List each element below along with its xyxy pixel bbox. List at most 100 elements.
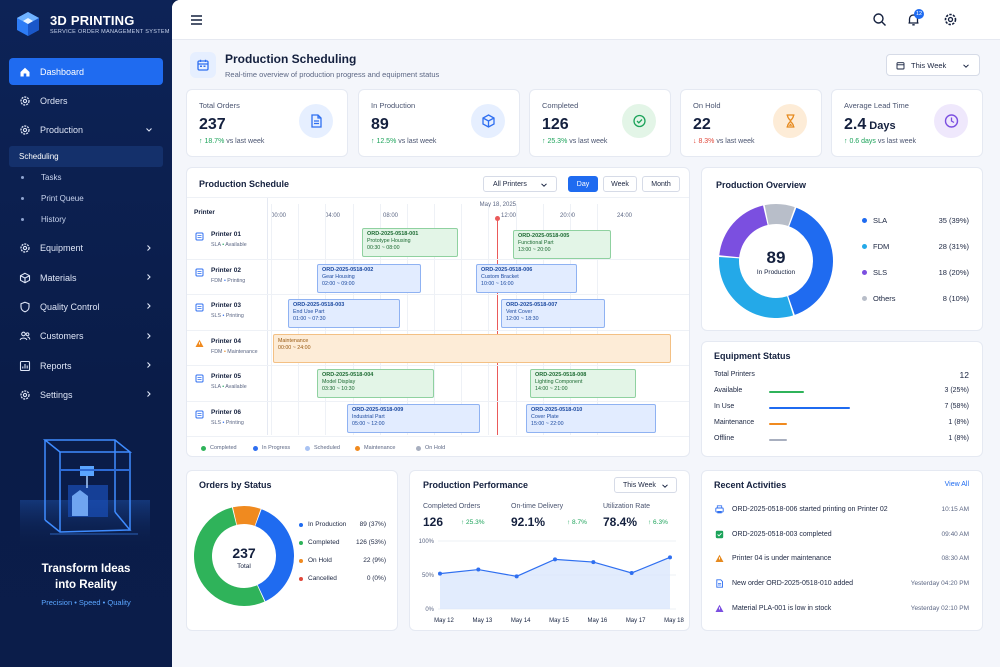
printer-filter-select[interactable]: All Printers [483, 176, 557, 192]
x-tick-label: May 18 [664, 618, 684, 624]
stat-card[interactable]: Completed 126 ↑ 25.3% vs last week [529, 89, 671, 157]
equipment-status-card: Equipment Status Total Printers 12 Avail… [701, 341, 983, 457]
job-id: ORD-2025-0518-003 [293, 302, 345, 308]
schedule-job[interactable]: ORD-2025-0518-001 Prototype Housing 00:30 … [362, 228, 458, 257]
donut-slice[interactable] [255, 509, 294, 602]
schedule-job[interactable]: ORD-2025-0518-006 Custom Bracket 10:00 ~ 1… [476, 264, 577, 293]
printer-name[interactable]: Printer 01 [211, 231, 241, 238]
nav-quality-control[interactable]: Quality Control [9, 293, 163, 320]
equipment-status-bar [769, 407, 851, 409]
nav-orders[interactable]: Orders [9, 87, 163, 114]
brand[interactable]: 3D PRINTING SERVICE ORDER MANAGEMENT SYS… [14, 10, 170, 38]
data-point[interactable] [629, 570, 634, 575]
schedule-job[interactable]: ORD-2025-0518-007 Vent Cover 12:00 ~ 18:30 [501, 299, 605, 328]
stat-card[interactable]: In Production 89 ↑ 12.5% vs last week [358, 89, 520, 157]
activity-text[interactable]: ORD-2025-0518-003 completed [732, 530, 832, 538]
donut-slice[interactable] [764, 204, 795, 227]
maintenance-block[interactable]: Maintenance 00:00 ~ 24:00 [273, 334, 671, 363]
view-day-button[interactable]: Day [568, 176, 598, 192]
grid-line [406, 204, 408, 435]
schedule-job[interactable]: ORD-2025-0518-009 Industrial Part 05:00 ~ … [347, 404, 480, 433]
overview-legend-value: 18 (20%) [938, 268, 969, 277]
nav-sub-print-queue[interactable]: Print Queue [9, 188, 163, 209]
printer-icon [195, 232, 204, 241]
tagline-line2: into Reality [55, 579, 117, 591]
nav-equipment[interactable]: Equipment [9, 235, 163, 262]
donut-slice[interactable] [194, 507, 265, 606]
printer-name[interactable]: Printer 05 [211, 373, 241, 380]
performance-range-select[interactable]: This Week [614, 477, 677, 493]
printer-icon [715, 505, 724, 514]
activity-text[interactable]: Material PLA-001 is low in stock [732, 604, 832, 612]
data-point[interactable] [514, 574, 519, 579]
stat-value: 2.4 Days [844, 116, 896, 133]
printer-type: FDM [211, 348, 224, 355]
chevron-right-icon [147, 332, 151, 339]
date-range-select[interactable]: This Week [886, 54, 980, 76]
equipment-status-value: 7 (58%) [944, 403, 969, 410]
printer-name[interactable]: Printer 03 [211, 302, 241, 309]
search-icon[interactable] [872, 12, 887, 27]
schedule-job[interactable]: ORD-2025-0518-005 Functional Part 13:00 ~ … [513, 230, 611, 259]
document-icon [715, 579, 724, 588]
legend-dot-icon [253, 445, 258, 451]
nav-production[interactable]: Production [9, 117, 163, 144]
orders-status-value: 89 (37%) [359, 521, 386, 528]
arrow-up-icon: ↑ 25.3% [542, 138, 568, 145]
row-divider [187, 365, 689, 366]
stat-card[interactable]: On Hold 22 ↓ 8.3% vs last week [680, 89, 822, 157]
view-week-button[interactable]: Week [603, 176, 637, 192]
overview-legend-value: 8 (10%) [942, 294, 969, 303]
job-time: 13:00 ~ 20:00 [518, 247, 551, 253]
data-point[interactable] [591, 560, 596, 565]
activity-text[interactable]: New order ORD-2025-0518-010 added [732, 580, 854, 588]
gear-icon[interactable] [943, 12, 958, 27]
nav-materials[interactable]: Materials [9, 264, 163, 291]
donut-slice[interactable] [719, 256, 794, 318]
printer-type: SLS [211, 419, 223, 426]
view-month-button[interactable]: Month [642, 176, 680, 192]
row-divider [187, 436, 689, 437]
menu-icon[interactable] [190, 14, 203, 26]
data-point[interactable] [438, 571, 442, 576]
schedule-job[interactable]: ORD-2025-0518-008 Lighting Component 14:00… [530, 369, 636, 398]
stat-card[interactable]: Total Orders 237 ↑ 18.7% vs last week [186, 89, 348, 157]
schedule-job[interactable]: ORD-2025-0518-004 Model Display 03:30 ~ 10… [317, 369, 434, 398]
data-point[interactable] [553, 557, 557, 562]
nav-sub-label: History [41, 214, 66, 224]
time-tick-label: 12:00 [501, 213, 517, 219]
data-point[interactable] [476, 567, 481, 572]
schedule-job[interactable]: ORD-2025-0518-010 Cover Plate 15:00 ~ 22:0… [526, 404, 656, 433]
nav-dashboard[interactable]: Dashboard [9, 58, 163, 85]
donut-slice[interactable] [232, 506, 261, 526]
nav-sub-label: Tasks [41, 172, 62, 182]
printer-name[interactable]: Printer 06 [211, 408, 241, 416]
donut-slice[interactable] [719, 205, 768, 258]
schedule-job[interactable]: ORD-2025-0518-003 End Use Part 01:00 ~ 07:… [288, 299, 400, 328]
nav-sub-scheduling[interactable]: Scheduling [9, 145, 163, 167]
stat-card[interactable]: Average Lead Time 2.4 Days ↑ 0.6 days vs l… [831, 89, 983, 157]
page-subtitle: Real-time overview of production progres… [225, 70, 440, 79]
nav-sub-history[interactable]: History [9, 209, 163, 230]
stat-change: ↑ 0.6 days vs last week [844, 138, 916, 145]
view-all-link[interactable]: View All [944, 481, 969, 488]
nav-reports[interactable]: Reports [9, 352, 163, 379]
donut-slice[interactable] [788, 207, 833, 315]
nav-customers[interactable]: Customers [9, 323, 163, 350]
chevron-down-icon [662, 484, 668, 488]
schedule-job[interactable]: ORD-2025-0518-002 Gear Housing 02:00 ~ 09:… [317, 264, 421, 293]
nav-settings[interactable]: Settings [9, 381, 163, 408]
activity-time: 10:15 AM [941, 506, 969, 513]
data-point[interactable] [668, 555, 672, 560]
legend-dot-icon [862, 244, 867, 249]
divider [187, 197, 689, 198]
job-name: Functional Part [518, 240, 554, 246]
activity-text[interactable]: Printer 04 is under maintenance [732, 555, 832, 563]
printer-name[interactable]: Printer 04 [211, 337, 241, 345]
equipment-status-bar [769, 423, 787, 425]
printer-name[interactable]: Printer 02 [211, 266, 241, 274]
activity-text[interactable]: ORD-2025-0518-006 started printing on Pr… [732, 506, 888, 513]
nav-sub-tasks[interactable]: Tasks [9, 167, 163, 188]
job-name: End Use Part [293, 309, 325, 315]
printer-status: Available [225, 384, 247, 390]
